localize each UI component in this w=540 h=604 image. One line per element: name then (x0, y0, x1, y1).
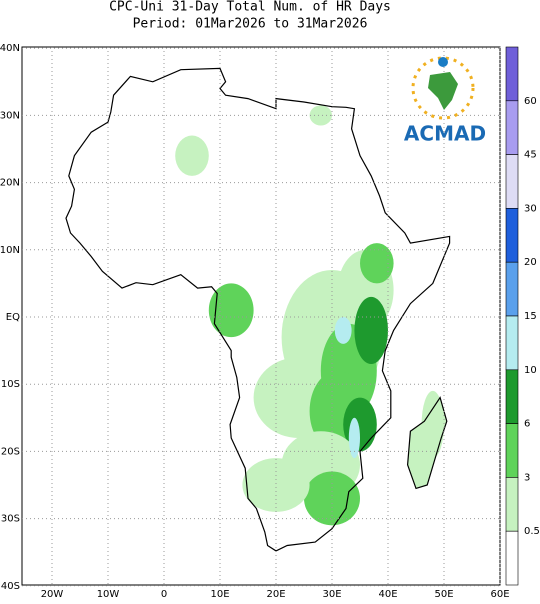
lat-label: 30N (0, 110, 20, 121)
colorbar-swatch (505, 100, 519, 155)
logo-text: ACMAD (404, 122, 486, 146)
colorbar-swatch (505, 369, 519, 424)
colorbar-swatch (505, 530, 519, 586)
colorbar-label: 45 (524, 150, 537, 161)
lon-label: 10W (97, 589, 120, 600)
colorbar-label: 60 (524, 96, 537, 107)
lat-label: 10N (0, 245, 20, 256)
colorbar-label: 6 (524, 419, 530, 430)
colorbar-swatch (505, 208, 519, 263)
lat-label: 10S (1, 379, 20, 390)
colorbar-swatch (505, 423, 519, 478)
colorbar-label: 3 (524, 472, 530, 483)
colorbar-label: 0.5 (524, 526, 540, 537)
rain-patch (348, 417, 360, 459)
rain-patch (242, 458, 310, 512)
lon-label: 0 (161, 589, 167, 600)
colorbar-label: 20 (524, 257, 537, 268)
logo: ACMAD (404, 56, 486, 146)
colorbar-label: 30 (524, 203, 537, 214)
rain-patch (175, 135, 209, 176)
map-layer: 40N 20W 30N 10W 20N 0 10N 10E EQ 20E 10S 30E 20S 40E 3… (0, 43, 510, 600)
lat-label: EQ (6, 312, 20, 323)
colorbar-swatch (505, 315, 519, 371)
lon-label: 50E (434, 589, 453, 600)
lat-label: 20N (0, 178, 20, 189)
lon-label: 60E (490, 589, 509, 600)
madagascar (406, 396, 448, 490)
colorbar-label: 15 (524, 311, 537, 322)
rain-patch (354, 296, 389, 365)
lat-label: 20S (1, 446, 20, 457)
period: Period: 01Mar2026 to 31Mar2026 (133, 17, 368, 32)
lon-label: 40E (378, 589, 397, 600)
colorbar-swatch (505, 46, 519, 102)
title: CPC-Uni 31-Day Total Num. of HR Days (109, 0, 391, 15)
colorbar: 60 45 30 20 15 10 6 3 0.5 (505, 46, 540, 586)
lon-label: 10E (210, 589, 229, 600)
rain-patch (309, 105, 332, 126)
colorbar-label: 10 (524, 365, 537, 376)
lat-label: 30S (1, 514, 20, 525)
lat-label: 40N (0, 43, 20, 54)
colorbar-swatch (505, 477, 519, 532)
colorbar-swatch (505, 261, 519, 317)
lon-label: 20E (266, 589, 285, 600)
rain-patch (334, 317, 352, 344)
rain-patch (360, 243, 394, 284)
africa-outline (65, 67, 451, 552)
lon-label: 20W (41, 589, 64, 600)
lon-label: 30E (322, 589, 341, 600)
rain-patch (304, 471, 360, 526)
lat-label: 40S (1, 581, 20, 592)
colorbar-swatch (505, 154, 519, 209)
